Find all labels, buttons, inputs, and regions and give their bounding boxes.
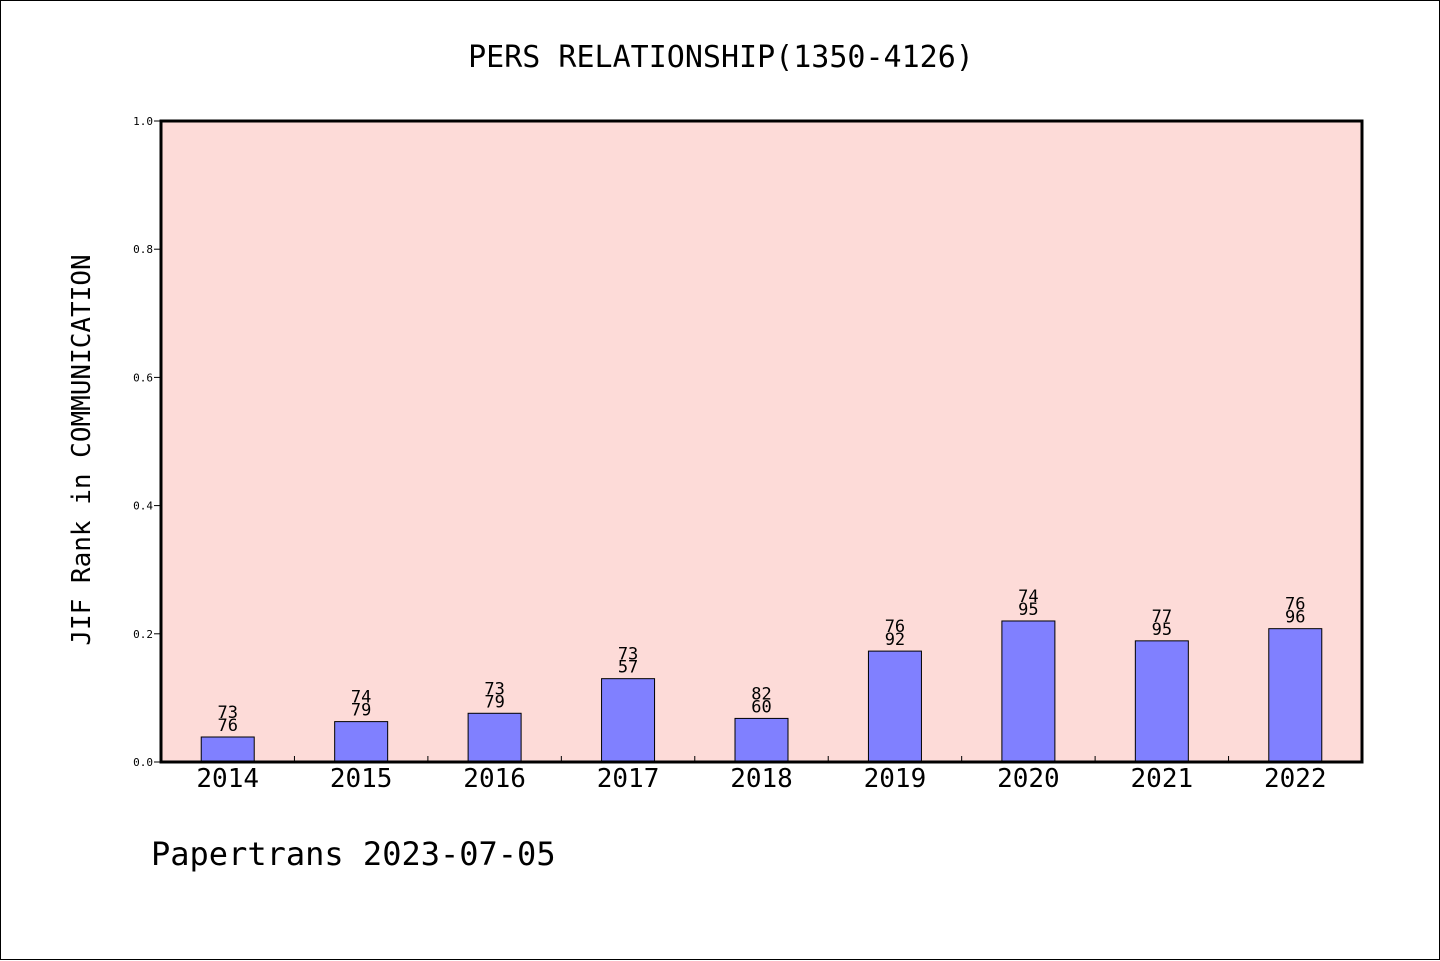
bar-2014 xyxy=(200,736,255,763)
bar-2016 xyxy=(467,712,522,763)
bar-2017 xyxy=(601,678,656,763)
y-tick-label: 0.6 xyxy=(133,371,153,384)
bar-label-top: 73 xyxy=(217,703,237,723)
bars-layer xyxy=(200,620,1323,763)
y-tick-label: 0.2 xyxy=(133,628,153,641)
bar-2019 xyxy=(867,650,922,763)
x-tick-label: 2017 xyxy=(597,764,660,794)
x-tick-label: 2018 xyxy=(730,764,793,794)
plot-border xyxy=(159,119,1364,764)
bar-2018 xyxy=(734,717,789,763)
bar-label-top: 73 xyxy=(618,645,638,665)
y-tick-label: 0.8 xyxy=(133,243,153,256)
bar-label-top: 76 xyxy=(1285,595,1305,615)
y-axis: 0.0 0.2 0.4 0.6 0.8 1.0 xyxy=(133,115,161,769)
bar-2015 xyxy=(334,721,389,763)
bar-label-top: 77 xyxy=(1152,607,1172,627)
x-tick-label: 2022 xyxy=(1264,764,1327,794)
bar-label-bottom: 79 xyxy=(351,701,371,721)
bar-label-bottom: 60 xyxy=(751,697,771,717)
y-axis-label: JIF Rank in COMMUNICATION xyxy=(67,254,97,645)
x-tick-label: 2019 xyxy=(864,764,927,794)
y-tick-label: 0.0 xyxy=(133,756,153,769)
x-tick-label: 2016 xyxy=(463,764,526,794)
bar-label-bottom: 96 xyxy=(1285,608,1305,628)
chart-title: PERS RELATIONSHIP(1350-4126) xyxy=(468,40,974,75)
bar-label-bottom: 79 xyxy=(484,692,504,712)
bar-2020 xyxy=(1001,620,1056,763)
x-tick-label: 2015 xyxy=(330,764,393,794)
bar-2021 xyxy=(1134,640,1189,763)
x-tick-label: 2021 xyxy=(1131,764,1194,794)
bar-label-bottom: 92 xyxy=(885,630,905,650)
bar-label-bottom: 57 xyxy=(618,658,638,678)
footer-text: Papertrans 2023-07-05 xyxy=(151,835,556,873)
bar-label-bottom: 76 xyxy=(217,716,237,736)
bar-label-top: 82 xyxy=(751,684,771,704)
x-tick-label: 2014 xyxy=(196,764,259,794)
bar-label-top: 74 xyxy=(351,688,371,708)
bar-label-top: 76 xyxy=(885,617,905,637)
bar-label-bottom: 95 xyxy=(1018,600,1038,620)
x-tick-label: 2020 xyxy=(997,764,1060,794)
x-axis: 2014 2015 2016 2017 2018 2019 2020 2021 2022 xyxy=(196,756,1327,794)
y-tick-label: 0.4 xyxy=(133,500,153,513)
bar-label-top: 73 xyxy=(484,679,504,699)
bar-label-top: 74 xyxy=(1018,587,1038,607)
bar-2022 xyxy=(1268,628,1323,763)
y-tick-label: 1.0 xyxy=(133,115,153,128)
bar-label-bottom: 95 xyxy=(1152,620,1172,640)
